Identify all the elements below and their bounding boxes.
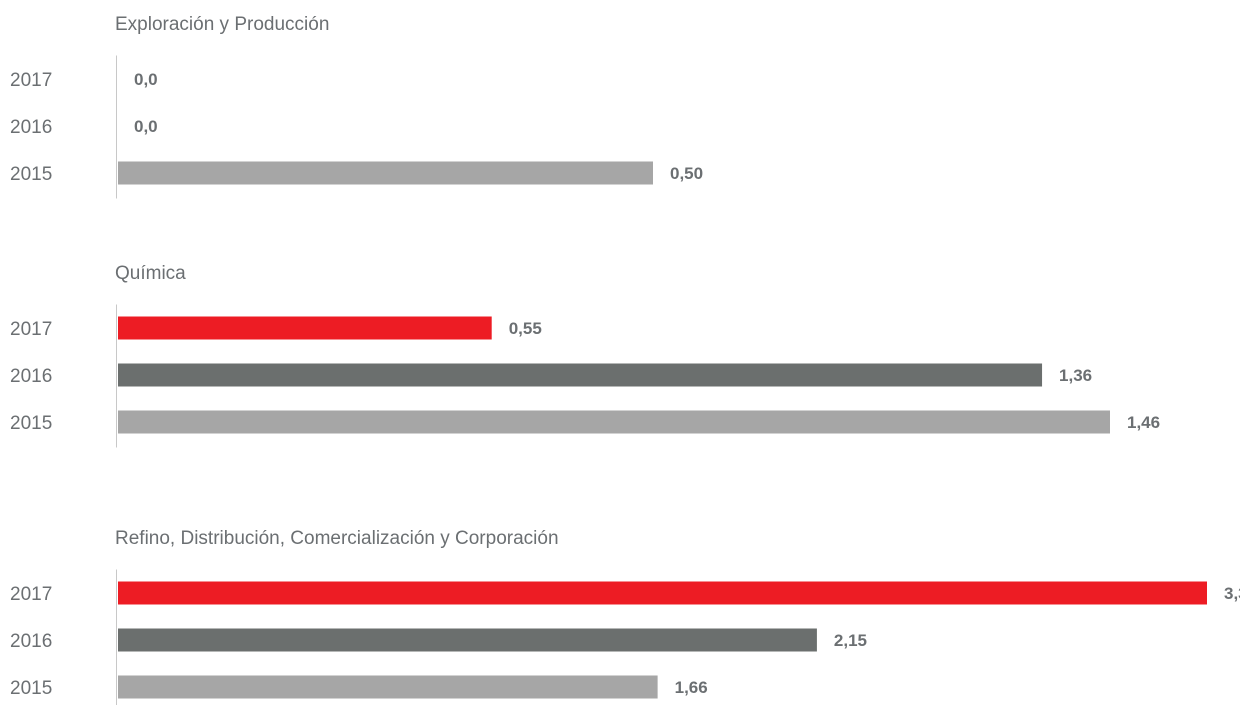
- value-label: 2,15: [834, 631, 867, 650]
- bar-2017: [118, 316, 492, 340]
- bar-2017: [118, 581, 1207, 605]
- chart-panel-1: Exploración y Producción 2017 0,0 2016 0,0 20…: [10, 14, 703, 199]
- value-label: 1,36: [1059, 366, 1092, 385]
- year-label: 2015: [10, 678, 52, 699]
- bar-2015: [118, 410, 1110, 434]
- bar-2015: [118, 675, 658, 699]
- value-label: 0,55: [509, 319, 542, 338]
- year-label: 2016: [10, 366, 52, 387]
- value-label: 0,50: [670, 164, 703, 183]
- panel-title: Exploración y Producción: [115, 14, 329, 35]
- chart-panel-2: Química 2017 0,55 2016 1,36 2015 1,46: [10, 263, 1160, 448]
- year-label: 2016: [10, 631, 52, 652]
- value-label: 3,35: [1224, 584, 1240, 603]
- chart-panel-3: Refino, Distribución, Comercialización y…: [10, 528, 1240, 705]
- value-label: 0,0: [134, 117, 158, 136]
- panel-title: Refino, Distribución, Comercialización y…: [115, 528, 559, 549]
- year-label: 2017: [10, 70, 52, 91]
- value-label: 0,0: [134, 70, 158, 89]
- bar-2016: [118, 628, 817, 652]
- year-label: 2017: [10, 584, 52, 605]
- year-label: 2016: [10, 117, 52, 138]
- year-label: 2017: [10, 319, 52, 340]
- year-label: 2015: [10, 164, 52, 185]
- year-label: 2015: [10, 413, 52, 434]
- bar-2015: [118, 161, 653, 185]
- bar-2016: [118, 363, 1043, 387]
- panel-title: Química: [115, 263, 186, 284]
- value-label: 1,46: [1127, 413, 1160, 432]
- value-label: 1,66: [675, 678, 708, 697]
